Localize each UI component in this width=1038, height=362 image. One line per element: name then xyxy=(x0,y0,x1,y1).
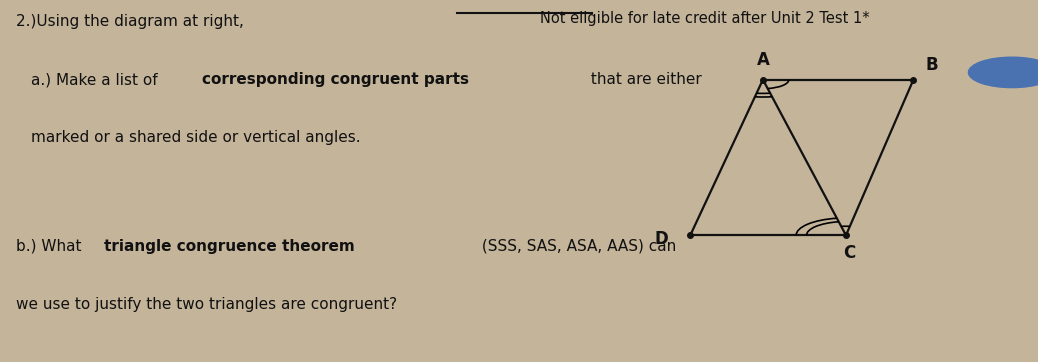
Text: a.) Make a list of: a.) Make a list of xyxy=(31,72,163,87)
Text: (SSS, SAS, ASA, AAS) can: (SSS, SAS, ASA, AAS) can xyxy=(477,239,677,254)
Text: b.) What: b.) What xyxy=(16,239,86,254)
Text: A: A xyxy=(757,51,769,69)
Text: we use to justify the two triangles are congruent?: we use to justify the two triangles are … xyxy=(16,297,397,312)
Circle shape xyxy=(968,57,1038,88)
Text: triangle congruence theorem: triangle congruence theorem xyxy=(104,239,355,254)
Text: marked or a shared side or vertical angles.: marked or a shared side or vertical angl… xyxy=(31,130,361,145)
Text: C: C xyxy=(843,244,855,262)
Text: 2.)Using the diagram at right,: 2.)Using the diagram at right, xyxy=(16,14,244,29)
Text: corresponding congruent parts: corresponding congruent parts xyxy=(202,72,469,87)
Text: B: B xyxy=(926,56,938,74)
Text: that are either: that are either xyxy=(586,72,703,87)
Text: D: D xyxy=(654,230,668,248)
Text: Not eligible for late credit after Unit 2 Test 1*: Not eligible for late credit after Unit … xyxy=(540,11,870,26)
